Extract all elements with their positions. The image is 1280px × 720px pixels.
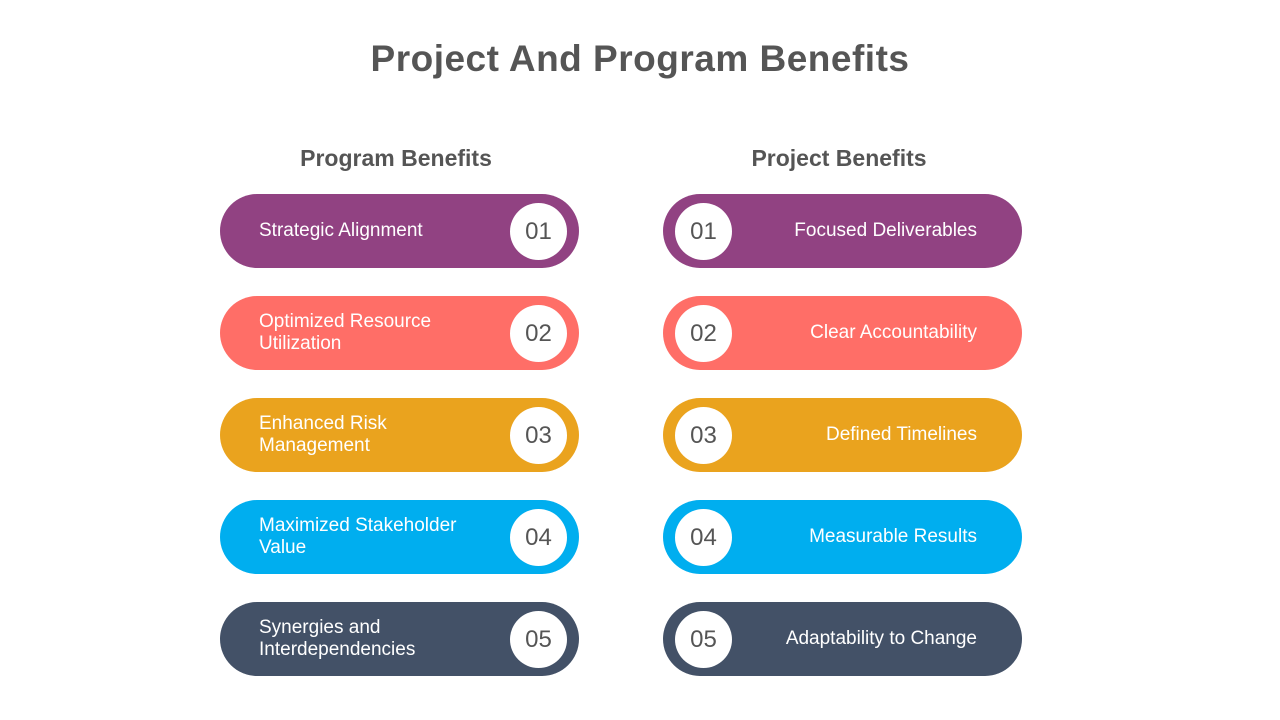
- project-benefits-heading: Project Benefits: [751, 145, 927, 171]
- project-benefit-item: 05 Adaptability to Change: [663, 602, 1022, 676]
- benefit-label: Focused Deliverables: [794, 220, 977, 241]
- benefit-number: 01: [675, 203, 732, 260]
- benefit-label: Clear Accountability: [810, 322, 977, 343]
- slide-title: Project And Program Benefits: [370, 38, 910, 79]
- benefit-label: Adaptability to Change: [785, 628, 977, 649]
- benefit-number: 03: [510, 407, 567, 464]
- program-benefit-item: Strategic Alignment 01: [220, 194, 579, 268]
- program-benefits-list: Strategic Alignment 01 Optimized Resourc…: [220, 194, 579, 704]
- benefit-number: 04: [510, 509, 567, 566]
- benefit-number: 05: [675, 611, 732, 668]
- project-benefits-list: 01 Focused Deliverables 02 Clear Account…: [663, 194, 1022, 704]
- program-benefits-heading: Program Benefits: [300, 145, 492, 171]
- benefit-number: 02: [675, 305, 732, 362]
- benefit-label: Synergies and Interdependencies: [259, 617, 416, 660]
- program-benefit-item: Optimized Resource Utilization 02: [220, 296, 579, 370]
- benefit-number: 01: [510, 203, 567, 260]
- benefit-number: 02: [510, 305, 567, 362]
- benefit-number: 05: [510, 611, 567, 668]
- benefit-number: 04: [675, 509, 732, 566]
- benefit-label: Defined Timelines: [825, 424, 977, 445]
- project-benefit-item: 01 Focused Deliverables: [663, 194, 1022, 268]
- benefit-label: Maximized Stakeholder Value: [259, 515, 457, 558]
- program-benefit-item: Maximized Stakeholder Value 04: [220, 500, 579, 574]
- benefit-number: 03: [675, 407, 732, 464]
- benefit-label: Enhanced Risk Management: [259, 413, 387, 456]
- program-benefit-item: Synergies and Interdependencies 05: [220, 602, 579, 676]
- project-benefit-item: 04 Measurable Results: [663, 500, 1022, 574]
- benefit-label: Strategic Alignment: [259, 220, 423, 241]
- benefit-label: Measurable Results: [809, 526, 977, 547]
- program-benefit-item: Enhanced Risk Management 03: [220, 398, 579, 472]
- benefit-label: Optimized Resource Utilization: [259, 311, 432, 354]
- project-benefit-item: 02 Clear Accountability: [663, 296, 1022, 370]
- project-benefit-item: 03 Defined Timelines: [663, 398, 1022, 472]
